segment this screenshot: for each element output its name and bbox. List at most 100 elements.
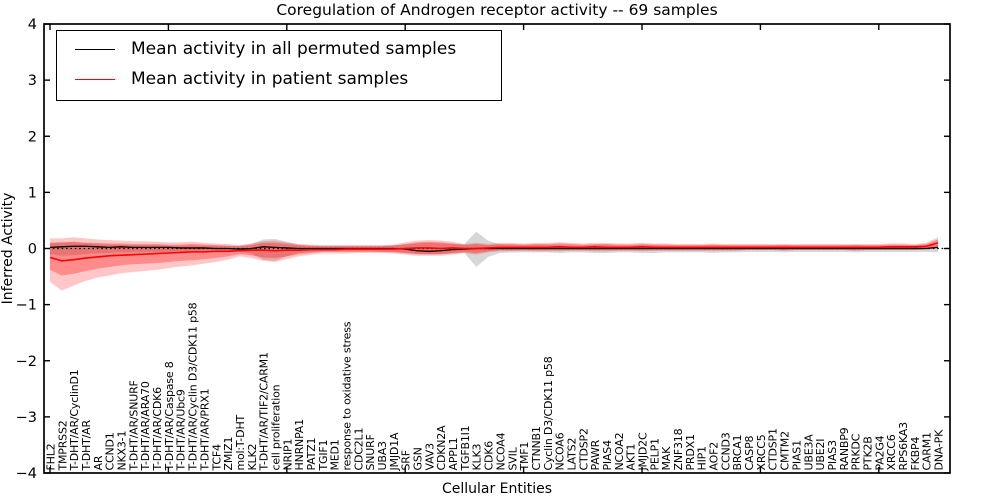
x-tick-label: CDKN2A bbox=[435, 425, 448, 471]
x-tick-label: PRKDC bbox=[850, 433, 863, 470]
y-tick-label: −1 bbox=[16, 298, 37, 314]
x-tick-label: JMJD1A bbox=[388, 432, 401, 471]
x-tick-label: CTNNB1 bbox=[530, 426, 543, 470]
x-tick-label: CTDSP2 bbox=[577, 428, 590, 470]
x-tick-label: T-DHT/AR/PRX1 bbox=[198, 389, 211, 472]
y-tick-label: 1 bbox=[28, 185, 37, 201]
x-tick-label: PELP1 bbox=[648, 438, 661, 470]
x-tick-label: TGIF1 bbox=[317, 440, 330, 472]
x-tick-label: AOF2 bbox=[708, 442, 721, 471]
x-tick-label: PA2G4 bbox=[873, 435, 886, 470]
x-tick-label: MED1 bbox=[329, 439, 342, 470]
x-tick-label: SNURF bbox=[364, 434, 377, 470]
x-tick-label: TMPRSS2 bbox=[56, 420, 69, 471]
x-tick-label: response to oxidative stress bbox=[341, 321, 354, 470]
x-tick-label: VAV3 bbox=[423, 443, 436, 471]
y-tick-label: 4 bbox=[28, 17, 37, 33]
x-tick-label: PATZ1 bbox=[305, 438, 318, 471]
x-tick-label: XRCC6 bbox=[885, 434, 898, 470]
x-tick-label: AKT1 bbox=[625, 444, 638, 471]
x-tick-label: T-DHT/AR/SNURF bbox=[127, 380, 140, 471]
x-tick-label: T-DHT/AR/Cyclin D3/CDK11 p58 bbox=[187, 302, 200, 471]
x-tick-label: MAK bbox=[660, 446, 673, 471]
x-tick-label: T-DHT/AR bbox=[80, 420, 93, 472]
x-tick-label: NCOA2 bbox=[613, 433, 626, 471]
x-tick-label: CDK6 bbox=[483, 441, 496, 471]
x-tick-label: SVIL bbox=[506, 446, 519, 470]
x-tick-label: RANBP9 bbox=[838, 427, 851, 470]
x-tick-label: PIAS4 bbox=[601, 440, 614, 471]
x-tick-label: UBA3 bbox=[376, 441, 389, 471]
x-tick-label: UBE2I bbox=[814, 439, 827, 471]
x-tick-label: Cyclin D3/CDK11 p58 bbox=[542, 356, 555, 470]
x-tick-label: SRF bbox=[400, 450, 413, 470]
x-tick-label: HIP1 bbox=[696, 446, 709, 470]
x-tick-label: CCND3 bbox=[719, 432, 732, 470]
x-axis-label: Cellular Entities bbox=[442, 481, 552, 497]
x-tick-label: CDC2L1 bbox=[352, 428, 365, 471]
x-tick-label: TMF1 bbox=[518, 442, 531, 472]
x-tick-label: HNRNPA1 bbox=[293, 419, 306, 470]
x-tick-label: T-DHT/AR/ARA70 bbox=[139, 381, 152, 471]
x-tick-label: GSN bbox=[412, 447, 425, 470]
y-tick-label: −4 bbox=[16, 466, 37, 482]
legend-label-patient: Mean activity in patient samples bbox=[131, 69, 409, 90]
x-tick-label: FHL2 bbox=[45, 444, 58, 471]
red-line-swatch bbox=[75, 79, 115, 81]
page-title: Coregulation of Androgen receptor activi… bbox=[276, 1, 717, 19]
x-tick-label: NRIP1 bbox=[281, 439, 294, 471]
patient-mean-line bbox=[49, 242, 939, 262]
x-tick-label: T-DHT/AR/Caspase 8 bbox=[163, 361, 176, 471]
x-tick-label: PAWR bbox=[589, 439, 602, 470]
black-line-swatch bbox=[75, 49, 115, 51]
x-tick-label: PIAS1 bbox=[790, 440, 803, 470]
x-tick-label: T-DHT/AR/CyclinD1 bbox=[68, 369, 81, 471]
x-tick-label: ZMIZ1 bbox=[222, 437, 235, 471]
x-tick-label: KLK2 bbox=[246, 444, 259, 471]
x-tick-label: CMTM2 bbox=[779, 431, 792, 470]
y-tick-label: 0 bbox=[28, 242, 37, 258]
legend-item-patient: Mean activity in patient samples bbox=[69, 69, 491, 90]
x-tick-label: NKX3-1 bbox=[116, 431, 129, 471]
x-tick-label: T-DHT/AR/Ubc9 bbox=[175, 389, 188, 471]
y-tick-label: 2 bbox=[28, 129, 37, 145]
x-tick-label: NCOA6 bbox=[554, 432, 567, 470]
x-tick-label: CASP8 bbox=[743, 435, 756, 470]
x-tick-label: BRCA1 bbox=[731, 435, 744, 471]
y-tick-label: 3 bbox=[28, 73, 37, 89]
x-tick-label: PRDX1 bbox=[684, 434, 697, 470]
x-tick-label: PIAS3 bbox=[826, 440, 839, 471]
legend-label-permuted: Mean activity in all permuted samples bbox=[131, 39, 457, 59]
permuted-mean-line bbox=[49, 245, 939, 252]
x-tick-label: TCF4 bbox=[210, 444, 223, 471]
x-tick-label: cell proliferation bbox=[269, 384, 282, 470]
x-tick-label: NCOA4 bbox=[494, 432, 507, 470]
legend-item-permuted: Mean activity in all permuted samples bbox=[69, 39, 491, 60]
permuted-samples-spread-band bbox=[50, 231, 938, 268]
x-tick-label: DNA-PK bbox=[933, 429, 946, 471]
x-tick-label: LATS2 bbox=[565, 438, 578, 471]
x-tick-label: UBE3A bbox=[802, 434, 815, 471]
x-tick-label: CTDSP1 bbox=[767, 428, 780, 470]
x-tick-label: PTK2B bbox=[861, 436, 874, 470]
x-tick-label: FKBP4 bbox=[909, 437, 922, 471]
x-tick-label: CARM1 bbox=[921, 432, 934, 470]
x-tick-label: RPS6KA3 bbox=[897, 422, 910, 471]
y-tick-label: −2 bbox=[16, 354, 37, 370]
legend: Mean activity in all permuted samples Me… bbox=[56, 30, 502, 101]
x-tick-label: JMJD2C bbox=[637, 432, 650, 471]
x-tick-label: AR bbox=[92, 455, 105, 470]
x-tick-label: T-DHT/AR/TIF2/CARM1 bbox=[258, 352, 271, 471]
x-tick-label: TGFB1I1 bbox=[459, 426, 472, 472]
x-tick-label: XRCC5 bbox=[755, 434, 768, 470]
y-axis-label: Inferred Activity bbox=[0, 193, 16, 305]
x-tick-label: ZNF318 bbox=[672, 428, 685, 470]
x-tick-label: CCND1 bbox=[104, 432, 117, 470]
y-tick-label: −3 bbox=[16, 410, 37, 426]
x-tick-label: KLK3 bbox=[471, 444, 484, 471]
x-tick-label: T-DHT/AR/CDK6 bbox=[151, 387, 164, 472]
x-tick-label: APPL1 bbox=[447, 438, 460, 471]
x-tick-label: mol:T-DHT bbox=[234, 414, 247, 470]
